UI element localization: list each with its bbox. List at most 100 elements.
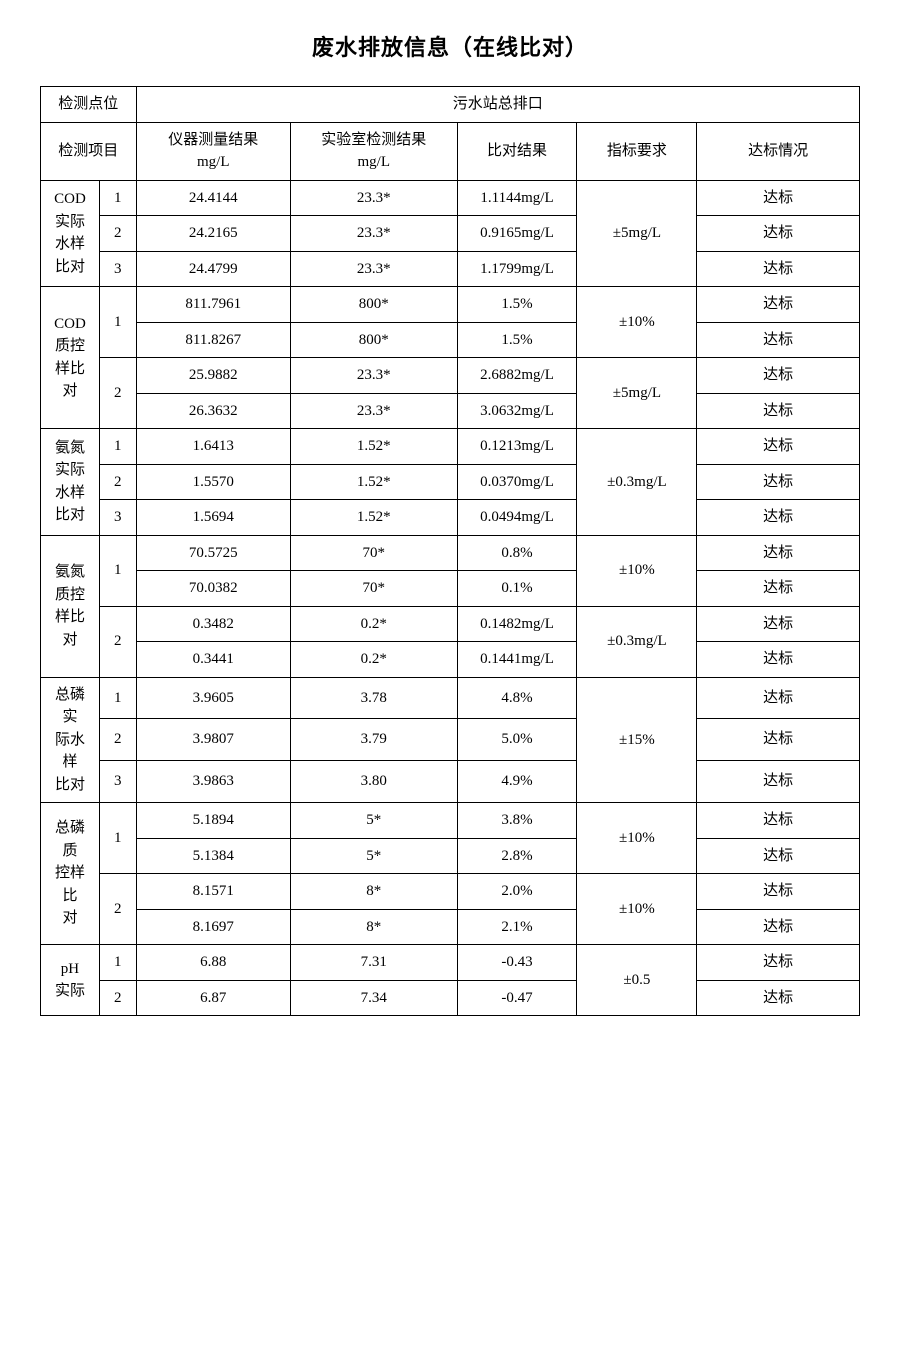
header-point-label: 检测点位 — [41, 87, 137, 123]
instrument-value-cell: 70.0382 — [136, 571, 290, 607]
status-cell: 达标 — [697, 642, 860, 678]
table-row: 23.98073.795.0% 达标 — [41, 719, 860, 761]
requirement-cell: ±10% — [577, 803, 697, 874]
group-name-cell: 氨氮实际水样比对 — [41, 429, 100, 536]
lab-value-cell: 70* — [290, 571, 457, 607]
status-cell: 达标 — [697, 322, 860, 358]
instrument-value-cell: 5.1894 — [136, 803, 290, 839]
instrument-value-cell: 24.4799 — [136, 251, 290, 287]
sample-index-cell: 1 — [99, 535, 136, 606]
instrument-value-cell: 8.1571 — [136, 874, 290, 910]
table-row: 21.55701.52*0.0370mg/L达标 — [41, 464, 860, 500]
instrument-value-cell: 26.3632 — [136, 393, 290, 429]
group-name-cell: 氨氮质控样比对 — [41, 535, 100, 677]
status-cell: 达标 — [697, 287, 860, 323]
table-row: pH实际16.887.31-0.43±0.5达标 — [41, 945, 860, 981]
status-cell: 达标 — [697, 393, 860, 429]
instrument-value-cell: 6.87 — [136, 980, 290, 1016]
group-name-cell: 总磷实际水样比对 — [41, 677, 100, 803]
instrument-value-cell: 811.7961 — [136, 287, 290, 323]
comparison-table: 检测点位污水站总排口检测项目仪器测量结果mg/L实验室检测结果mg/L比对结果指… — [40, 86, 860, 1016]
compare-value-cell: 0.8% — [457, 535, 577, 571]
header-item-label: 检测项目 — [41, 122, 137, 180]
requirement-cell: ±10% — [577, 287, 697, 358]
requirement-cell: ±0.3mg/L — [577, 606, 697, 677]
lab-value-cell: 23.3* — [290, 216, 457, 252]
compare-value-cell: 2.6882mg/L — [457, 358, 577, 394]
sample-index-cell: 2 — [99, 719, 136, 761]
lab-value-cell: 800* — [290, 322, 457, 358]
compare-value-cell: 4.9% — [457, 761, 577, 803]
compare-value-cell: 0.0494mg/L — [457, 500, 577, 536]
table-row: 811.8267800*1.5% 达标 — [41, 322, 860, 358]
instrument-value-cell: 6.88 — [136, 945, 290, 981]
instrument-value-cell: 0.3482 — [136, 606, 290, 642]
header-point-value: 污水站总排口 — [136, 87, 859, 123]
lab-value-cell: 23.3* — [290, 393, 457, 429]
table-row: 氨氮实际水样比对11.64131.52*0.1213mg/L±0.3mg/L达标 — [41, 429, 860, 465]
compare-value-cell: 0.9165mg/L — [457, 216, 577, 252]
requirement-cell: ±10% — [577, 535, 697, 606]
lab-value-cell: 800* — [290, 287, 457, 323]
group-name-cell: pH实际 — [41, 945, 100, 1016]
status-cell: 达标 — [697, 180, 860, 216]
status-cell: 达标 — [697, 429, 860, 465]
requirement-cell: ±0.3mg/L — [577, 429, 697, 536]
compare-value-cell: 3.8% — [457, 803, 577, 839]
instrument-value-cell: 24.2165 — [136, 216, 290, 252]
status-cell: 达标 — [697, 719, 860, 761]
table-row: 20.34820.2*0.1482mg/L±0.3mg/L达标 — [41, 606, 860, 642]
lab-value-cell: 7.31 — [290, 945, 457, 981]
lab-value-cell: 3.79 — [290, 719, 457, 761]
lab-value-cell: 3.78 — [290, 677, 457, 719]
lab-value-cell: 3.80 — [290, 761, 457, 803]
status-cell: 达标 — [697, 251, 860, 287]
status-cell: 达标 — [697, 464, 860, 500]
compare-value-cell: 4.8% — [457, 677, 577, 719]
status-cell: 达标 — [697, 358, 860, 394]
header-row-columns: 检测项目仪器测量结果mg/L实验室检测结果mg/L比对结果指标要求达标情况 — [41, 122, 860, 180]
compare-value-cell: 0.1441mg/L — [457, 642, 577, 678]
compare-value-cell: 2.1% — [457, 909, 577, 945]
status-cell: 达标 — [697, 606, 860, 642]
header-row-point: 检测点位污水站总排口 — [41, 87, 860, 123]
instrument-value-cell: 1.6413 — [136, 429, 290, 465]
table-row: 5.13845*2.8%达标 — [41, 838, 860, 874]
compare-value-cell: 0.1482mg/L — [457, 606, 577, 642]
sample-index-cell: 1 — [99, 429, 136, 465]
compare-value-cell: 5.0% — [457, 719, 577, 761]
group-name-cell: 总磷质控样比对 — [41, 803, 100, 945]
instrument-value-cell: 24.4144 — [136, 180, 290, 216]
compare-value-cell: -0.43 — [457, 945, 577, 981]
sample-index-cell: 2 — [99, 464, 136, 500]
lab-value-cell: 1.52* — [290, 464, 457, 500]
instrument-value-cell: 3.9863 — [136, 761, 290, 803]
status-cell: 达标 — [697, 838, 860, 874]
sample-index-cell: 2 — [99, 606, 136, 677]
table-row: 324.479923.3*1.1799mg/L达标 — [41, 251, 860, 287]
header-col-compare: 比对结果 — [457, 122, 577, 180]
lab-value-cell: 8* — [290, 909, 457, 945]
compare-value-cell: 1.5% — [457, 322, 577, 358]
requirement-cell: ±15% — [577, 677, 697, 803]
instrument-value-cell: 811.8267 — [136, 322, 290, 358]
instrument-value-cell: 5.1384 — [136, 838, 290, 874]
sample-index-cell: 3 — [99, 500, 136, 536]
instrument-value-cell: 3.9807 — [136, 719, 290, 761]
table-row: 28.15718*2.0%±10%达标 — [41, 874, 860, 910]
compare-value-cell: 1.5% — [457, 287, 577, 323]
sample-index-cell: 1 — [99, 287, 136, 358]
lab-value-cell: 70* — [290, 535, 457, 571]
sample-index-cell: 2 — [99, 358, 136, 429]
sample-index-cell: 2 — [99, 216, 136, 252]
lab-value-cell: 23.3* — [290, 180, 457, 216]
lab-value-cell: 7.34 — [290, 980, 457, 1016]
table-row: 26.877.34-0.47达标 — [41, 980, 860, 1016]
table-row: 224.216523.3*0.9165mg/L达标 — [41, 216, 860, 252]
compare-value-cell: 0.1213mg/L — [457, 429, 577, 465]
sample-index-cell: 3 — [99, 761, 136, 803]
instrument-value-cell: 25.9882 — [136, 358, 290, 394]
sample-index-cell: 1 — [99, 677, 136, 719]
lab-value-cell: 1.52* — [290, 429, 457, 465]
instrument-value-cell: 1.5694 — [136, 500, 290, 536]
